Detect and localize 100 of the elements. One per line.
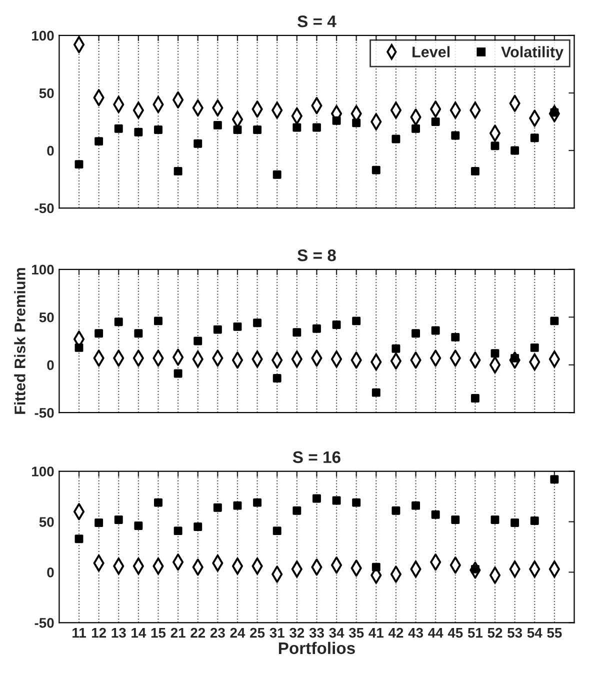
point <box>510 146 520 155</box>
x-tick-label: 31 <box>270 628 284 638</box>
point <box>74 343 84 352</box>
point <box>74 160 84 169</box>
point <box>114 124 123 133</box>
x-tick-label: 44 <box>428 628 444 638</box>
point <box>233 501 242 510</box>
y-tick-label: 100 <box>32 30 54 41</box>
point <box>332 496 341 505</box>
y-tick-label: 0 <box>47 146 54 156</box>
y-tick-label: 100 <box>32 264 54 275</box>
x-tick-label: 22 <box>190 628 206 638</box>
x-tick-label: 53 <box>508 628 522 638</box>
x-tick-label: 21 <box>170 628 186 638</box>
point <box>194 336 202 346</box>
point <box>451 515 460 524</box>
point <box>530 134 539 142</box>
point <box>431 510 440 519</box>
point <box>530 343 539 352</box>
point <box>233 322 242 331</box>
point <box>292 506 302 515</box>
point <box>154 316 162 326</box>
point <box>332 320 341 329</box>
point <box>431 326 440 335</box>
point <box>233 126 242 134</box>
point <box>253 498 262 507</box>
point <box>174 369 182 378</box>
point <box>412 124 420 133</box>
point <box>490 142 500 150</box>
y-tick-label: -50 <box>34 618 54 628</box>
point <box>312 324 321 333</box>
point <box>412 329 420 338</box>
point <box>272 170 282 179</box>
chart-title: S = 8 <box>298 249 336 262</box>
point <box>74 534 84 544</box>
x-tick-label: 24 <box>230 628 246 638</box>
x-tick-label: 13 <box>112 628 126 638</box>
x-tick-label: 51 <box>468 628 483 638</box>
point <box>213 503 222 512</box>
point <box>134 128 143 136</box>
point <box>392 344 400 353</box>
y-tick-label: 0 <box>47 360 54 370</box>
x-tick-label: 12 <box>92 628 106 638</box>
point <box>154 126 162 134</box>
point <box>510 518 520 527</box>
x-tick-label: 32 <box>290 628 304 638</box>
point <box>292 328 302 337</box>
point <box>312 494 321 503</box>
point <box>490 515 500 524</box>
legend-label: Level <box>412 46 450 58</box>
point <box>312 123 321 132</box>
y-tick-label: 0 <box>47 568 54 578</box>
y-tick-label: -50 <box>34 408 54 418</box>
point <box>372 166 380 174</box>
x-tick-label: 41 <box>368 628 384 638</box>
legend-label: Volatility <box>501 46 564 60</box>
x-tick-label: 45 <box>448 628 463 638</box>
x-tick-label: 35 <box>348 628 364 638</box>
point <box>213 120 222 130</box>
y-tick-label: 50 <box>39 312 54 322</box>
point <box>372 562 380 572</box>
point <box>550 316 559 326</box>
point <box>213 325 222 334</box>
point <box>174 166 182 176</box>
point <box>134 329 143 338</box>
point <box>94 518 104 527</box>
x-axis-title: Portfolios <box>278 642 355 654</box>
point <box>94 329 104 338</box>
point <box>431 118 440 126</box>
point <box>470 166 480 176</box>
point <box>530 516 539 525</box>
point <box>114 515 123 524</box>
x-tick-label: 42 <box>388 628 404 638</box>
y-axis-title: Fitted Risk Premium <box>14 268 26 414</box>
point <box>292 123 302 132</box>
x-tick-label: 33 <box>309 628 324 638</box>
point <box>451 131 460 140</box>
point <box>174 526 182 536</box>
chart-title: S = 4 <box>298 15 336 28</box>
x-tick-label: 11 <box>72 628 86 638</box>
y-tick-label: 50 <box>39 517 54 527</box>
x-tick-label: 25 <box>250 628 265 638</box>
x-tick-label: 55 <box>547 628 562 638</box>
x-tick-label: 15 <box>151 628 166 638</box>
point <box>372 388 380 397</box>
x-tick-label: 34 <box>329 628 344 638</box>
x-tick-label: 54 <box>527 628 542 638</box>
y-tick-label: 100 <box>32 466 54 476</box>
y-tick-label: 50 <box>39 88 54 98</box>
point <box>194 522 202 532</box>
x-tick-label: 14 <box>132 628 146 638</box>
point <box>332 116 341 125</box>
point <box>550 475 559 484</box>
point <box>352 118 361 128</box>
point <box>412 501 420 510</box>
point <box>134 522 143 530</box>
point <box>94 137 104 146</box>
chart-title: S = 16 <box>292 451 340 464</box>
y-tick-label: -50 <box>34 203 54 214</box>
point <box>490 349 500 358</box>
